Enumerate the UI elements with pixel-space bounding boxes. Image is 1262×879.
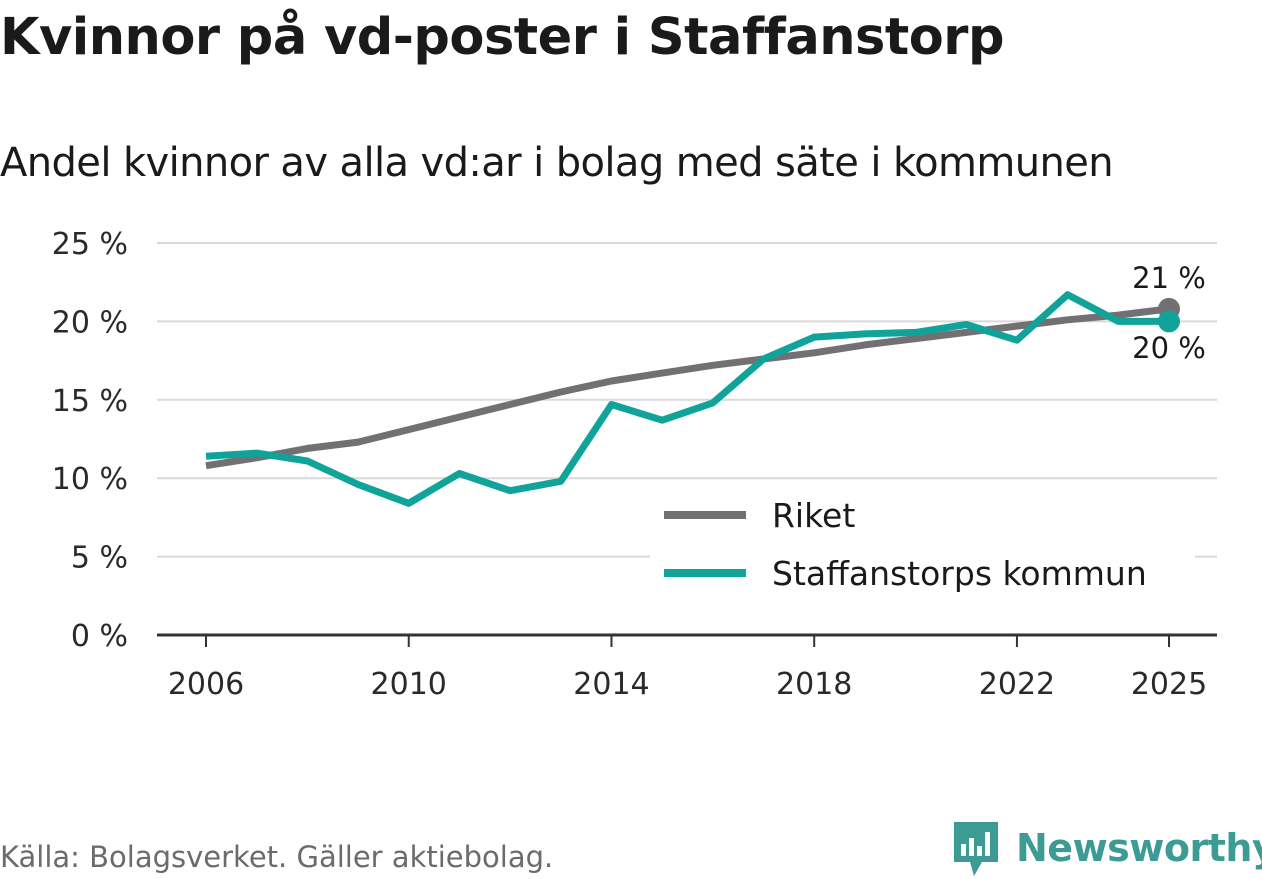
legend-background [650, 490, 1195, 602]
end-label: 21 % [1132, 261, 1206, 295]
x-tick-label: 2006 [168, 667, 244, 702]
x-tick-label: 2010 [371, 667, 447, 702]
y-tick-label: 25 % [52, 227, 128, 262]
legend-label: Riket [772, 496, 855, 535]
y-axis-ticks: 0 % 5 % 10 % 15 % 20 % 25 % [52, 227, 128, 654]
y-tick-label: 5 % [71, 541, 128, 576]
series-end-point [1158, 310, 1180, 333]
series-line-kommun [205, 291, 1169, 507]
end-label: 20 % [1132, 331, 1206, 365]
brand-logo[interactable]: Newsworthy [950, 818, 1262, 878]
y-tick-label: 20 % [52, 305, 128, 340]
chart-subtitle: Andel kvinnor av alla vd:ar i bolag med … [0, 140, 1114, 186]
newsworthy-logo-icon [954, 822, 998, 876]
y-tick-label: 0 % [71, 619, 128, 654]
x-tick-label: 2018 [776, 667, 852, 702]
series-line-riket [205, 305, 1170, 470]
y-tick-label: 10 % [52, 462, 128, 497]
x-axis-ticks: 2006 2010 2014 2018 2022 2025 [157, 633, 1217, 702]
brand-name: Newsworthy [1016, 826, 1262, 870]
x-tick-label: 2025 [1131, 667, 1207, 702]
end-labels: 21 % 20 % [1132, 261, 1206, 365]
source-footer: Källa: Bolagsverket. Gäller aktiebolag. [0, 840, 554, 874]
x-tick-label: 2022 [979, 667, 1055, 702]
legend-label: Staffanstorps kommun [772, 554, 1147, 593]
y-tick-label: 15 % [52, 384, 128, 419]
chart-title: Kvinnor på vd-poster i Staffanstorp [0, 8, 1004, 67]
x-tick-label: 2014 [573, 667, 649, 702]
legend: Riket Staffanstorps kommun [650, 490, 1195, 602]
series-lines [205, 291, 1180, 507]
